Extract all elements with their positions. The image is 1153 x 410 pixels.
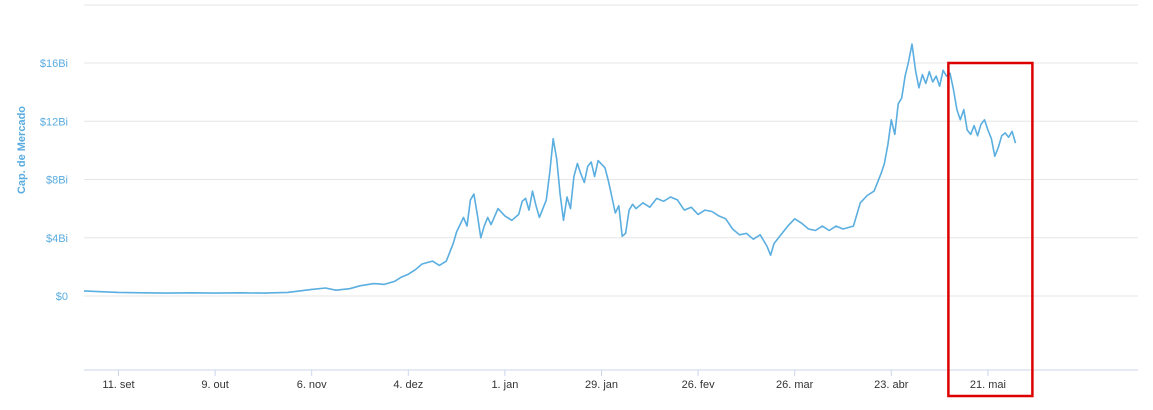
y-tick-label: $8Bi [46,175,68,187]
highlight-box [947,61,1034,398]
y-axis-title: Cap. de Mercado [16,106,28,194]
x-tick-label: 26. fev [682,379,716,391]
x-tick-label: 9. out [201,379,229,391]
x-tick-label: 1. jan [491,379,518,391]
y-axis-ticks: $0 $4Bi $8Bi $12Bi $16Bi [40,58,68,303]
x-tick-label: 4. dez [393,379,423,391]
x-tick-label: 11. set [102,379,134,391]
x-tick-label: 26. mar [776,379,814,391]
x-tick-label: 29. jan [585,379,618,391]
grid-layer [84,4,1138,297]
x-tick-label: 21. mai [970,379,1006,391]
y-tick-label: $12Bi [40,116,68,128]
x-tick-label: 23. abr [874,379,909,391]
y-tick-label: $0 [56,291,68,303]
y-tick-label: $4Bi [46,233,68,245]
y-tick-label: $16Bi [40,58,68,70]
x-tick-label: 6. nov [297,379,327,391]
x-axis-ticks: 11. set 9. out 6. nov 4. dez 1. jan 29. jan 26… [102,370,1006,391]
series-line-market-cap [83,43,1017,294]
